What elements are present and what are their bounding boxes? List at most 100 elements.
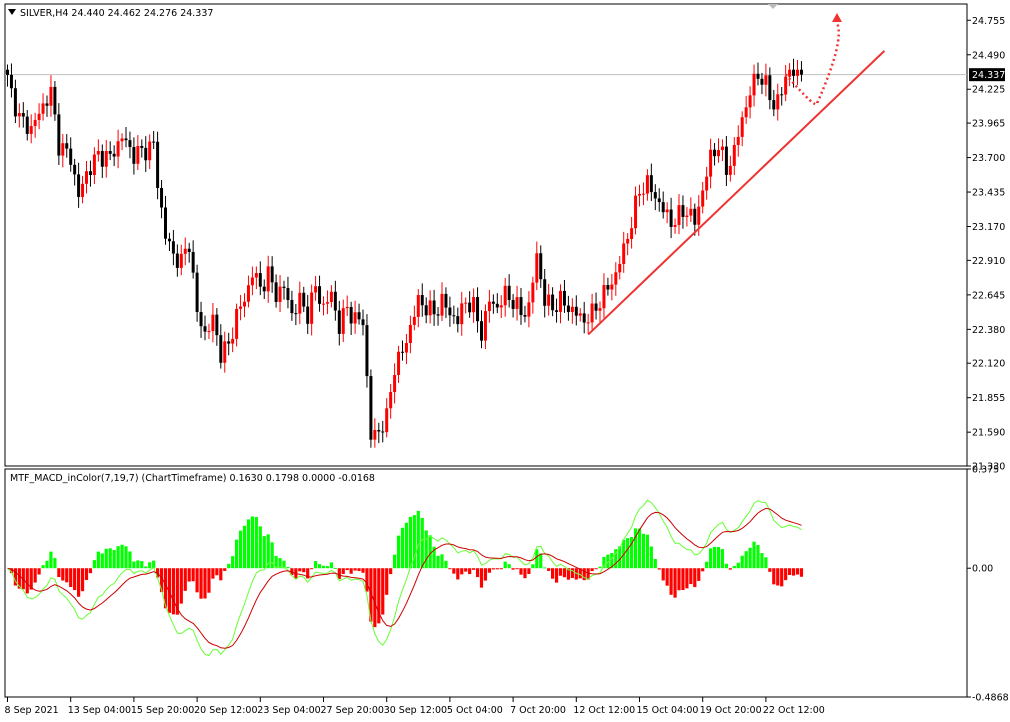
histogram-bar (349, 568, 353, 574)
histogram-bar (468, 568, 472, 575)
candle-body (744, 107, 748, 118)
candle-body (491, 301, 495, 304)
histogram-bar (207, 568, 211, 593)
candle-body (709, 149, 713, 177)
histogram-bar (507, 564, 511, 569)
candle-body (796, 69, 799, 76)
histogram-bar (191, 568, 195, 582)
candle-body (645, 175, 649, 194)
histogram-bar (231, 556, 235, 569)
candle-body (543, 279, 547, 306)
histogram-bar (84, 568, 89, 581)
histogram-bar (183, 568, 187, 591)
histogram-bar (697, 568, 701, 581)
histogram-bar (163, 568, 168, 609)
time-tick-label: 5 Oct 04:00 (447, 705, 503, 716)
candle-body (211, 314, 215, 332)
histogram-bar (361, 568, 365, 573)
macd-tick-label: 0.375 (972, 465, 999, 476)
candle-body (148, 141, 152, 161)
candle-body (614, 272, 618, 285)
histogram-bar (472, 568, 476, 570)
histogram-bar (333, 567, 337, 569)
shift-marker-icon[interactable] (768, 4, 778, 9)
candle-body (393, 374, 397, 392)
candle-body (535, 253, 539, 283)
histogram-bar (515, 568, 519, 570)
candle-body (314, 286, 318, 293)
candle-body (764, 75, 768, 85)
histogram-bar (310, 568, 314, 570)
candle-body (444, 293, 448, 308)
histogram-bar (393, 554, 397, 569)
dropdown-triangle-icon[interactable] (8, 9, 16, 15)
candle-body (349, 306, 353, 324)
candle-body (641, 193, 645, 195)
candle-body (487, 301, 491, 312)
histogram-bar (685, 568, 689, 589)
candle-body (329, 291, 333, 303)
candle-body (697, 206, 701, 225)
candle-body (274, 282, 278, 302)
histogram-bar (57, 568, 61, 578)
candle-body (286, 288, 290, 300)
candle-body (586, 322, 590, 324)
candle-body (701, 190, 705, 207)
histogram-bar (69, 568, 73, 588)
price-tick-label: 21.855 (972, 393, 1005, 404)
candle-body (495, 303, 499, 308)
histogram-bar (748, 547, 752, 569)
candle-body (693, 208, 697, 225)
price-tick-label: 22.645 (972, 290, 1005, 301)
histogram-bar (645, 534, 649, 569)
histogram-bar (610, 552, 614, 569)
histogram-bar (282, 560, 286, 569)
candle-body (294, 313, 298, 315)
histogram-bar (637, 528, 642, 569)
trendline[interactable] (587, 50, 886, 336)
candle-body (17, 113, 21, 117)
price-tick-label: 23.435 (972, 188, 1005, 199)
candle-body (160, 187, 164, 208)
candle-body (756, 73, 760, 79)
candle-body (144, 147, 148, 161)
candle-body (408, 324, 412, 344)
candle-body (732, 144, 736, 166)
candle-body (661, 202, 665, 213)
candle-body (266, 266, 270, 292)
candle-body (9, 74, 13, 89)
histogram-bar (37, 568, 41, 575)
histogram-bar (412, 515, 416, 569)
histogram-bar (140, 561, 144, 569)
histogram-bar (788, 568, 792, 575)
histogram-bar (598, 566, 602, 569)
candle-body (618, 263, 622, 273)
svg-text:24.337: 24.337 (972, 70, 1005, 81)
candle-body (377, 429, 381, 432)
histogram-bar (543, 567, 547, 569)
histogram-bar (250, 516, 254, 569)
histogram-bar (152, 560, 156, 569)
histogram-bar (227, 563, 231, 569)
candle-body (582, 313, 586, 323)
histogram-bar (511, 568, 515, 570)
candle-body (464, 302, 468, 304)
price-panel[interactable]: 24.755 24.490 24.225 23.965 23.700 23.435 23.1… (4, 3, 1005, 473)
candle-body (626, 238, 630, 244)
candle-body (33, 120, 37, 127)
candle-body (724, 146, 728, 175)
macd-panel[interactable]: 0.375 0.00 -0.4868 MTF_MACD_inColor(7,19,7… (4, 465, 1009, 704)
histogram-bar (215, 568, 219, 576)
candle-body (152, 141, 156, 143)
candle-body (610, 284, 614, 290)
price-tick-label: 22.380 (972, 325, 1005, 336)
candle-body (440, 293, 444, 316)
candle-body (57, 114, 61, 156)
candle-body (73, 164, 77, 175)
candle-body (104, 150, 108, 167)
histogram-bar (286, 566, 290, 569)
candle-body (574, 306, 578, 316)
candle-body (460, 303, 464, 325)
histogram-bar (448, 568, 452, 570)
